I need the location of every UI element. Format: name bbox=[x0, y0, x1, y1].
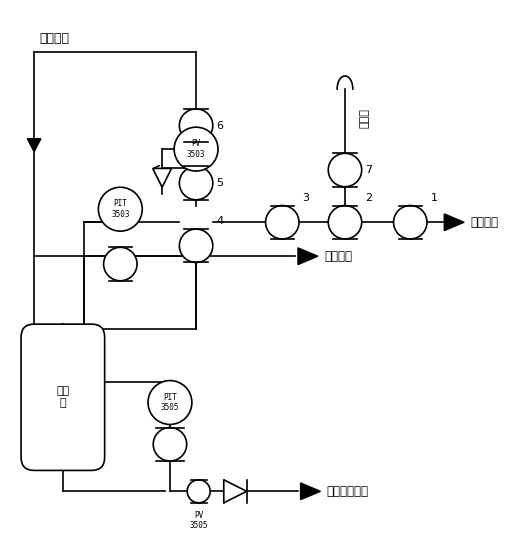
Circle shape bbox=[266, 205, 299, 239]
Circle shape bbox=[393, 205, 427, 239]
Circle shape bbox=[180, 166, 213, 200]
Text: 吸附
柱: 吸附 柱 bbox=[56, 386, 70, 408]
Text: 3: 3 bbox=[303, 193, 309, 203]
Polygon shape bbox=[153, 169, 172, 187]
Text: PIT
3503: PIT 3503 bbox=[111, 199, 129, 219]
Text: 放空管: 放空管 bbox=[360, 108, 370, 128]
Text: 2: 2 bbox=[365, 193, 372, 203]
Circle shape bbox=[103, 248, 137, 281]
Circle shape bbox=[328, 153, 362, 187]
Text: 反吹管线: 反吹管线 bbox=[40, 31, 69, 44]
Circle shape bbox=[148, 380, 192, 424]
Text: 7: 7 bbox=[365, 165, 372, 175]
Text: 6: 6 bbox=[216, 121, 223, 131]
Circle shape bbox=[187, 480, 210, 503]
Polygon shape bbox=[444, 214, 464, 231]
Circle shape bbox=[180, 229, 213, 262]
Polygon shape bbox=[224, 480, 247, 503]
Text: 4: 4 bbox=[216, 216, 223, 226]
Text: PV
3503: PV 3503 bbox=[187, 139, 205, 159]
Circle shape bbox=[174, 127, 218, 171]
Circle shape bbox=[153, 428, 187, 461]
Text: 5: 5 bbox=[216, 178, 223, 188]
Text: PV
3505: PV 3505 bbox=[190, 511, 208, 530]
Text: 回收氢气: 回收氢气 bbox=[324, 250, 352, 263]
FancyBboxPatch shape bbox=[21, 324, 105, 470]
Circle shape bbox=[180, 109, 213, 142]
Text: PIT
3505: PIT 3505 bbox=[161, 393, 179, 412]
Text: 氮气进口: 氮气进口 bbox=[470, 216, 498, 229]
Circle shape bbox=[98, 187, 142, 231]
Circle shape bbox=[328, 205, 362, 239]
Polygon shape bbox=[300, 483, 320, 500]
Polygon shape bbox=[27, 139, 41, 152]
Text: 残液处理车间: 残液处理车间 bbox=[327, 485, 369, 498]
Polygon shape bbox=[298, 248, 318, 265]
Text: 1: 1 bbox=[431, 193, 438, 203]
